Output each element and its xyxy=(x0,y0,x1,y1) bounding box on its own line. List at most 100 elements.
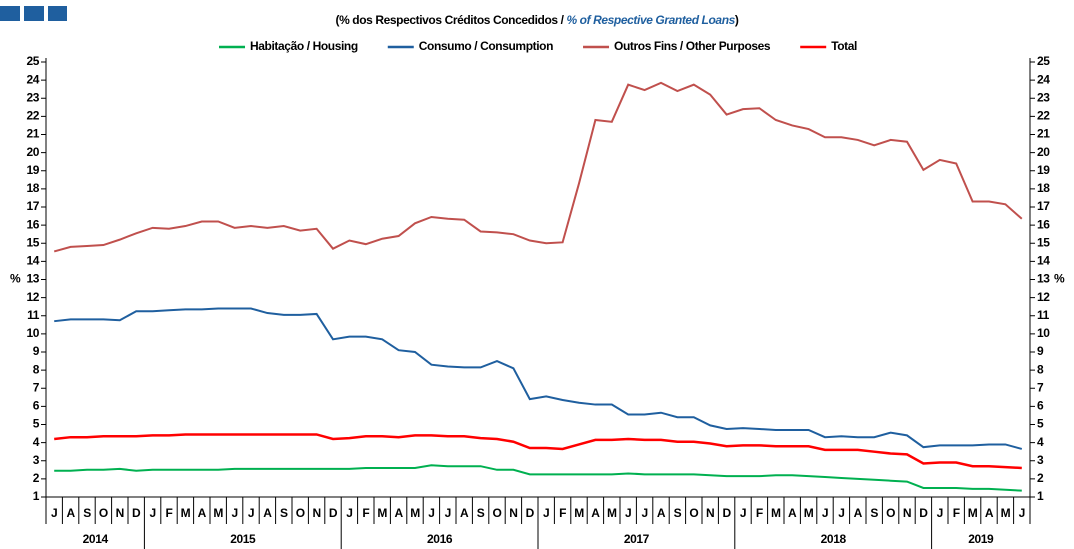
x-tick-label: N xyxy=(312,506,320,520)
series-line xyxy=(54,307,1023,450)
y-tick-label: 25 xyxy=(1037,54,1050,68)
x-tick-label: J xyxy=(346,506,352,520)
x-tick-label: M xyxy=(181,506,191,520)
x-tick-label: O xyxy=(296,506,305,520)
x-tick-label: J xyxy=(51,506,57,520)
y-tick-label: 19 xyxy=(1037,163,1050,177)
x-tick-label: F xyxy=(953,506,960,520)
x-tick-label: J xyxy=(1019,506,1025,520)
logo-block xyxy=(24,6,44,21)
y-tick-label: 5 xyxy=(33,417,40,431)
y-tick-label: 23 xyxy=(26,90,39,104)
x-tick-label: M xyxy=(771,506,781,520)
y-tick-label: 8 xyxy=(33,362,40,376)
x-tick-label: J xyxy=(428,506,434,520)
x-tick-label: M xyxy=(968,506,978,520)
x-tick-label: M xyxy=(804,506,814,520)
x-tick-label: D xyxy=(722,506,731,520)
logo-block xyxy=(48,6,67,21)
y-tick-label: 5 xyxy=(1037,417,1044,431)
x-group-label: 2016 xyxy=(427,532,453,546)
y-tick-label: 23 xyxy=(1037,90,1050,104)
y-tick-label: 6 xyxy=(1037,399,1044,413)
x-tick-label: A xyxy=(985,506,994,520)
x-tick-label: M xyxy=(410,506,420,520)
x-tick-label: F xyxy=(756,506,763,520)
subtitle-en: % of Respective Granted Loans xyxy=(566,13,735,27)
legend-label: Total xyxy=(831,39,857,53)
x-tick-label: A xyxy=(263,506,272,520)
y-tick-label: 18 xyxy=(26,181,39,195)
y-tick-label: 7 xyxy=(1037,380,1044,394)
x-tick-label: F xyxy=(362,506,369,520)
y-tick-label: 18 xyxy=(1037,181,1050,195)
y-tick-label: 21 xyxy=(26,127,39,141)
y-tick-label: 10 xyxy=(26,326,39,340)
x-tick-label: J xyxy=(149,506,155,520)
y-tick-label: 3 xyxy=(33,453,40,467)
legend-label: Habitação / Housing xyxy=(250,39,358,53)
y-tick-label: 17 xyxy=(26,199,39,213)
x-tick-label: A xyxy=(657,506,666,520)
x-tick-label: F xyxy=(166,506,173,520)
y-tick-label: 2 xyxy=(33,471,40,485)
x-tick-label: S xyxy=(477,506,485,520)
y-tick-label: 17 xyxy=(1037,199,1050,213)
y-tick-label: 21 xyxy=(1037,127,1050,141)
x-tick-label: J xyxy=(822,506,828,520)
x-tick-label: M xyxy=(607,506,617,520)
y-tick-label: 4 xyxy=(1037,435,1044,449)
x-tick-label: S xyxy=(280,506,288,520)
x-tick-label: D xyxy=(919,506,928,520)
x-tick-label: M xyxy=(377,506,387,520)
y-tick-label: 13 xyxy=(1037,272,1050,286)
y-tick-label: 2 xyxy=(1037,471,1044,485)
y-tick-label: 1 xyxy=(33,489,40,503)
logo-block xyxy=(0,6,20,21)
y-tick-label: 14 xyxy=(26,254,39,268)
y-tick-label: 19 xyxy=(26,163,39,177)
x-tick-label: J xyxy=(838,506,844,520)
x-tick-label: J xyxy=(937,506,943,520)
x-tick-label: O xyxy=(689,506,698,520)
x-tick-label: A xyxy=(788,506,797,520)
x-tick-label: J xyxy=(740,506,746,520)
x-tick-label: D xyxy=(329,506,338,520)
x-tick-label: J xyxy=(445,506,451,520)
x-tick-label: O xyxy=(493,506,502,520)
y-tick-label: 16 xyxy=(26,217,39,231)
legend-label: Consumo / Consumption xyxy=(419,39,553,53)
x-tick-label: N xyxy=(509,506,517,520)
y-tick-label: 14 xyxy=(1037,254,1050,268)
x-tick-label: M xyxy=(574,506,584,520)
x-tick-label: N xyxy=(116,506,124,520)
series-line xyxy=(54,433,1022,470)
x-tick-label: M xyxy=(1001,506,1011,520)
x-tick-label: J xyxy=(248,506,254,520)
y-tick-label: 1 xyxy=(1037,489,1044,503)
x-tick-label: A xyxy=(591,506,600,520)
y-tick-label: 12 xyxy=(1037,290,1050,304)
y-tick-label: 6 xyxy=(33,399,40,413)
x-tick-label: J xyxy=(641,506,647,520)
x-tick-label: A xyxy=(66,506,75,520)
legend-label: Outros Fins / Other Purposes xyxy=(614,39,771,53)
y-tick-label: 22 xyxy=(26,109,39,123)
x-group-label: 2015 xyxy=(230,532,256,546)
x-tick-label: A xyxy=(198,506,207,520)
x-tick-label: N xyxy=(706,506,714,520)
x-tick-label: N xyxy=(903,506,911,520)
x-tick-label: S xyxy=(83,506,91,520)
x-tick-label: A xyxy=(854,506,863,520)
y-tick-label: 24 xyxy=(26,72,39,86)
x-tick-label: S xyxy=(870,506,878,520)
y-tick-label: 13 xyxy=(26,272,39,286)
x-tick-label: O xyxy=(886,506,895,520)
y-axis-label: % xyxy=(10,272,21,286)
x-tick-label: S xyxy=(674,506,682,520)
y-tick-label: 22 xyxy=(1037,109,1050,123)
series-line xyxy=(53,81,1023,253)
chart-subtitle: (% dos Respectivos Créditos Concedidos /… xyxy=(335,13,738,27)
y-tick-label: 9 xyxy=(1037,344,1044,358)
